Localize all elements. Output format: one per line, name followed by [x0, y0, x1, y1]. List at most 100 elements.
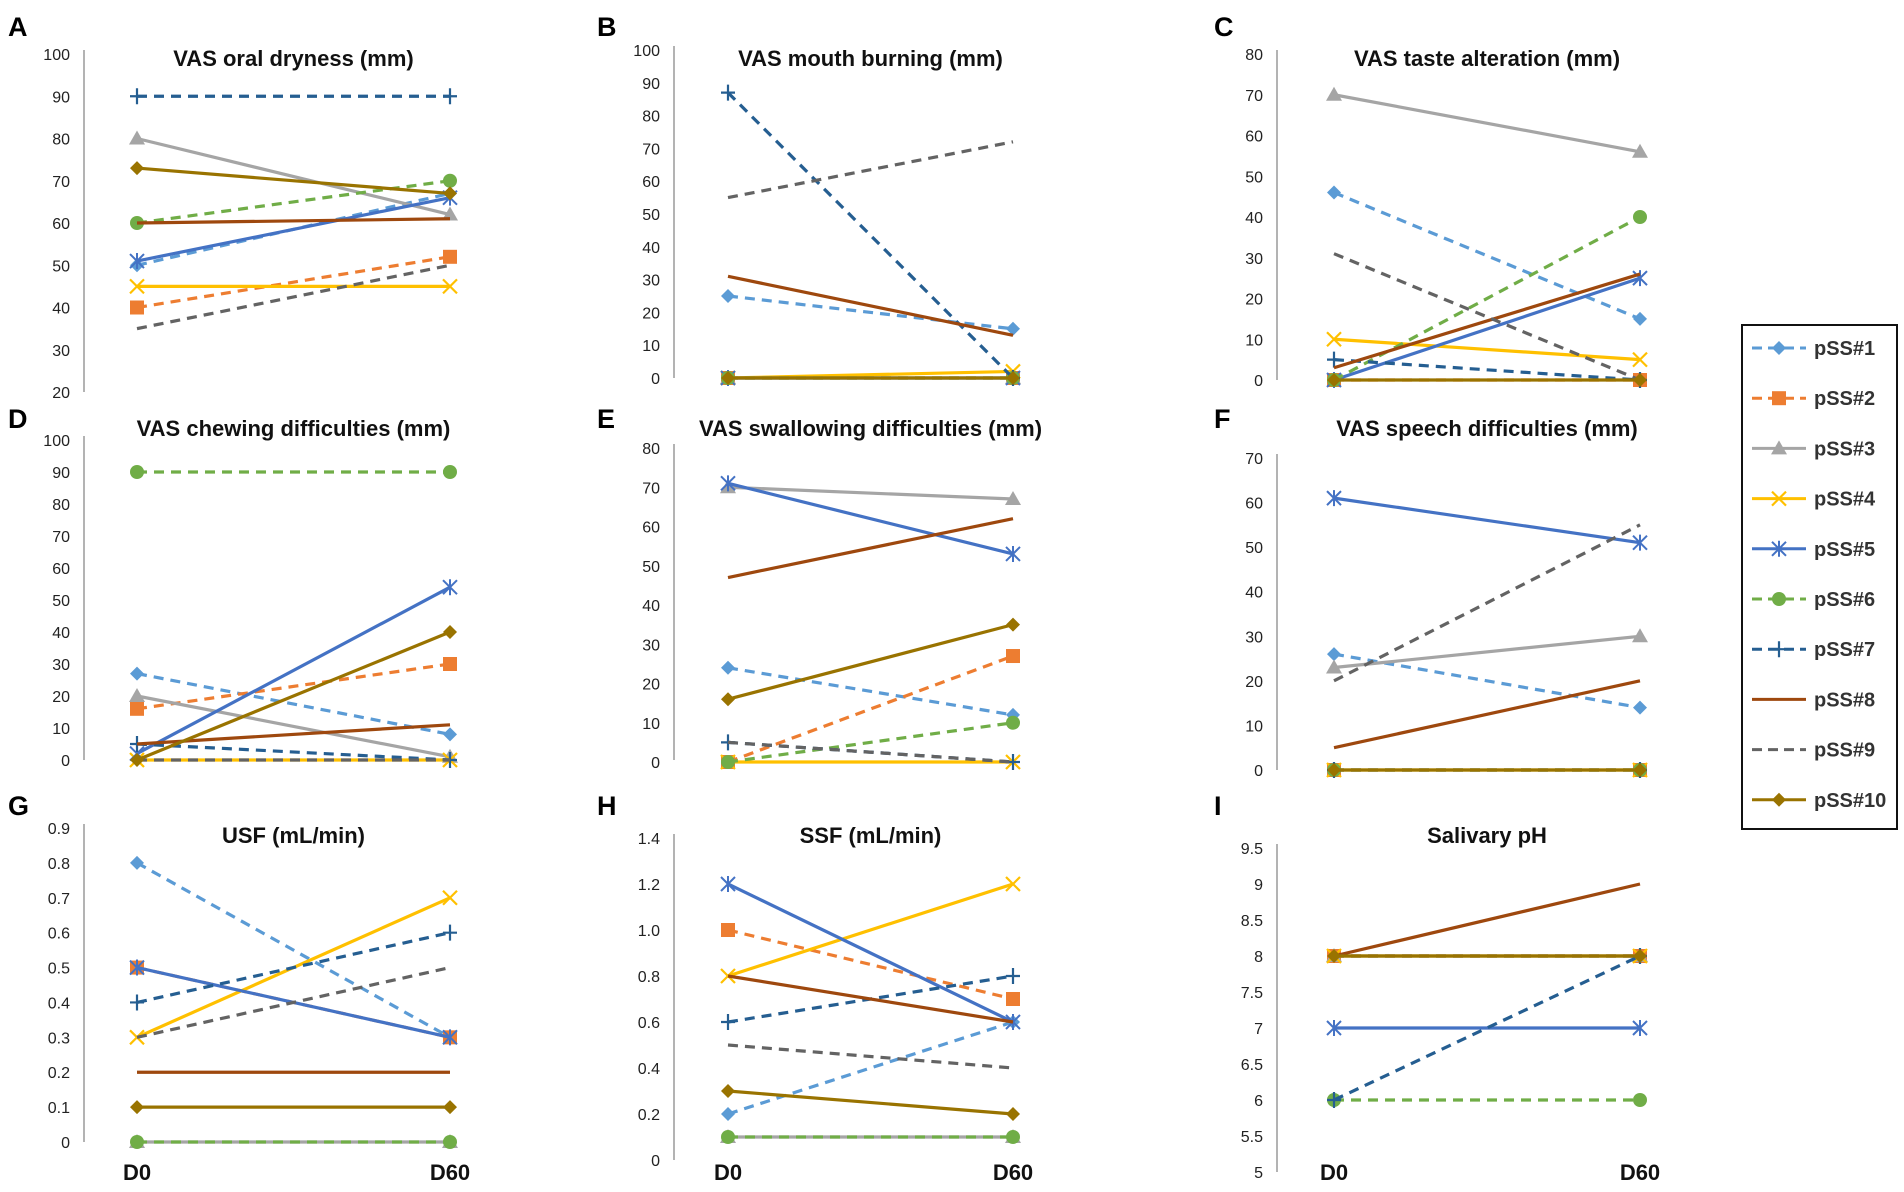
series-line-pSS#9 — [136, 965, 451, 1039]
y-tick-label: 70 — [642, 141, 660, 158]
y-tick-label: 60 — [52, 561, 70, 578]
series-line-pSS#3 — [136, 694, 451, 759]
point-pSS#1 — [1633, 700, 1647, 715]
point-pSS#5 — [1632, 534, 1648, 551]
point-pSS#1 — [443, 727, 457, 742]
series-line-pSS#5 — [727, 481, 1014, 556]
point-pSS#10 — [1327, 373, 1341, 387]
y-tick-label: 90 — [642, 76, 660, 93]
y-tick-label: 80 — [52, 132, 70, 149]
y-tick-label: 9.5 — [1241, 841, 1263, 858]
point-pSS#5 — [1326, 490, 1342, 507]
series-line-pSS#1 — [136, 672, 451, 736]
series-line-pSS#7 — [136, 931, 451, 1005]
y-tick-label: 70 — [642, 480, 660, 497]
panel-title: SSF (mL/min) — [800, 823, 942, 848]
x-tick-label: D60 — [1620, 1160, 1660, 1185]
point-pSS#3 — [1632, 628, 1648, 643]
y-tick-label: 30 — [52, 343, 70, 360]
legend-label: pSS#6 — [1814, 589, 1875, 611]
point-pSS#3 — [1326, 86, 1342, 101]
panel-letter: B — [597, 12, 617, 42]
series-line-pSS#8 — [727, 517, 1014, 580]
point-pSS#7 — [1327, 1092, 1341, 1108]
point-pSS#10 — [1327, 949, 1341, 963]
series-line-pSS#9 — [1333, 523, 1641, 683]
point-pSS#1 — [1327, 185, 1341, 200]
point-pSS#5 — [720, 876, 736, 892]
y-tick-label: 0 — [61, 753, 70, 770]
point-pSS#1 — [1006, 321, 1020, 336]
y-tick-label: 0.8 — [48, 856, 70, 873]
series-line-pSS#8 — [1333, 272, 1641, 370]
legend-label: pSS#7 — [1814, 639, 1875, 661]
point-pSS#1 — [130, 666, 144, 681]
y-tick-label: 40 — [52, 301, 70, 318]
series-line-pSS#3 — [1333, 634, 1641, 670]
y-tick-label: 0 — [61, 1135, 70, 1152]
y-tick-label: 60 — [642, 520, 660, 537]
y-tick-label: 1.4 — [638, 831, 660, 848]
y-tick-label: 70 — [52, 174, 70, 191]
point-pSS#10 — [1633, 763, 1647, 777]
y-tick-label: 0.8 — [638, 969, 660, 986]
point-pSS#5 — [442, 579, 458, 596]
point-pSS#10 — [1772, 792, 1786, 807]
y-tick-label: 50 — [642, 207, 660, 224]
point-pSS#3 — [1005, 491, 1021, 506]
series-line-pSS#2 — [136, 255, 451, 310]
x-tick-label: D60 — [430, 1160, 470, 1185]
y-tick-label: 1.0 — [638, 923, 660, 940]
panel-letter: F — [1214, 404, 1231, 434]
point-pSS#2 — [1772, 391, 1786, 406]
panel-title: VAS oral dryness (mm) — [173, 46, 413, 71]
point-pSS#5 — [1326, 1020, 1342, 1036]
series-line-pSS#3 — [727, 485, 1014, 501]
legend-label: pSS#4 — [1814, 489, 1876, 511]
point-pSS#3 — [129, 688, 145, 702]
y-tick-label: 30 — [1245, 251, 1263, 268]
legend-label: pSS#1 — [1814, 338, 1875, 360]
point-pSS#10 — [1006, 617, 1020, 632]
point-pSS#6 — [1633, 1093, 1647, 1107]
panel-title: VAS swallowing difficulties (mm) — [699, 416, 1042, 441]
point-pSS#4 — [442, 890, 458, 906]
panel-letter: D — [8, 404, 28, 434]
y-tick-label: 0.3 — [48, 1030, 70, 1047]
y-tick-label: 70 — [1245, 88, 1263, 105]
y-tick-label: 0 — [1254, 373, 1263, 390]
y-tick-label: 0.4 — [638, 1061, 660, 1078]
point-pSS#10 — [721, 371, 735, 385]
y-tick-label: 9 — [1254, 877, 1263, 894]
x-tick-label: D0 — [123, 1160, 151, 1185]
point-pSS#5 — [1005, 545, 1021, 562]
point-pSS#10 — [443, 186, 457, 201]
y-tick-label: 90 — [52, 465, 70, 482]
point-pSS#3 — [1326, 659, 1342, 674]
y-tick-label: 50 — [1245, 540, 1263, 557]
series-line-pSS#9 — [727, 740, 1014, 764]
point-pSS#5 — [1632, 1020, 1648, 1036]
y-tick-label: 6.5 — [1241, 1057, 1263, 1074]
series-line-pSS#8 — [727, 974, 1014, 1024]
y-tick-label: 0 — [1254, 763, 1263, 780]
y-tick-label: 70 — [52, 529, 70, 546]
series-line-pSS#1 — [1333, 191, 1641, 321]
y-tick-label: 0.2 — [48, 1065, 70, 1082]
y-tick-label: 7.5 — [1241, 985, 1263, 1002]
panel-letter: A — [8, 12, 28, 42]
point-pSS#1 — [1327, 647, 1341, 662]
y-tick-label: 100 — [43, 47, 70, 64]
y-tick-label: 80 — [642, 441, 660, 458]
point-pSS#6 — [1006, 715, 1020, 730]
point-pSS#3 — [1771, 440, 1787, 455]
y-tick-label: 0.5 — [48, 961, 70, 978]
y-tick-label: 90 — [52, 89, 70, 106]
point-pSS#6 — [721, 755, 735, 769]
y-tick-label: 70 — [1245, 451, 1263, 468]
y-tick-label: 60 — [642, 174, 660, 191]
series-line-pSS#5 — [1333, 276, 1641, 382]
panel-title: Salivary pH — [1427, 823, 1547, 848]
point-pSS#4 — [1326, 331, 1342, 348]
